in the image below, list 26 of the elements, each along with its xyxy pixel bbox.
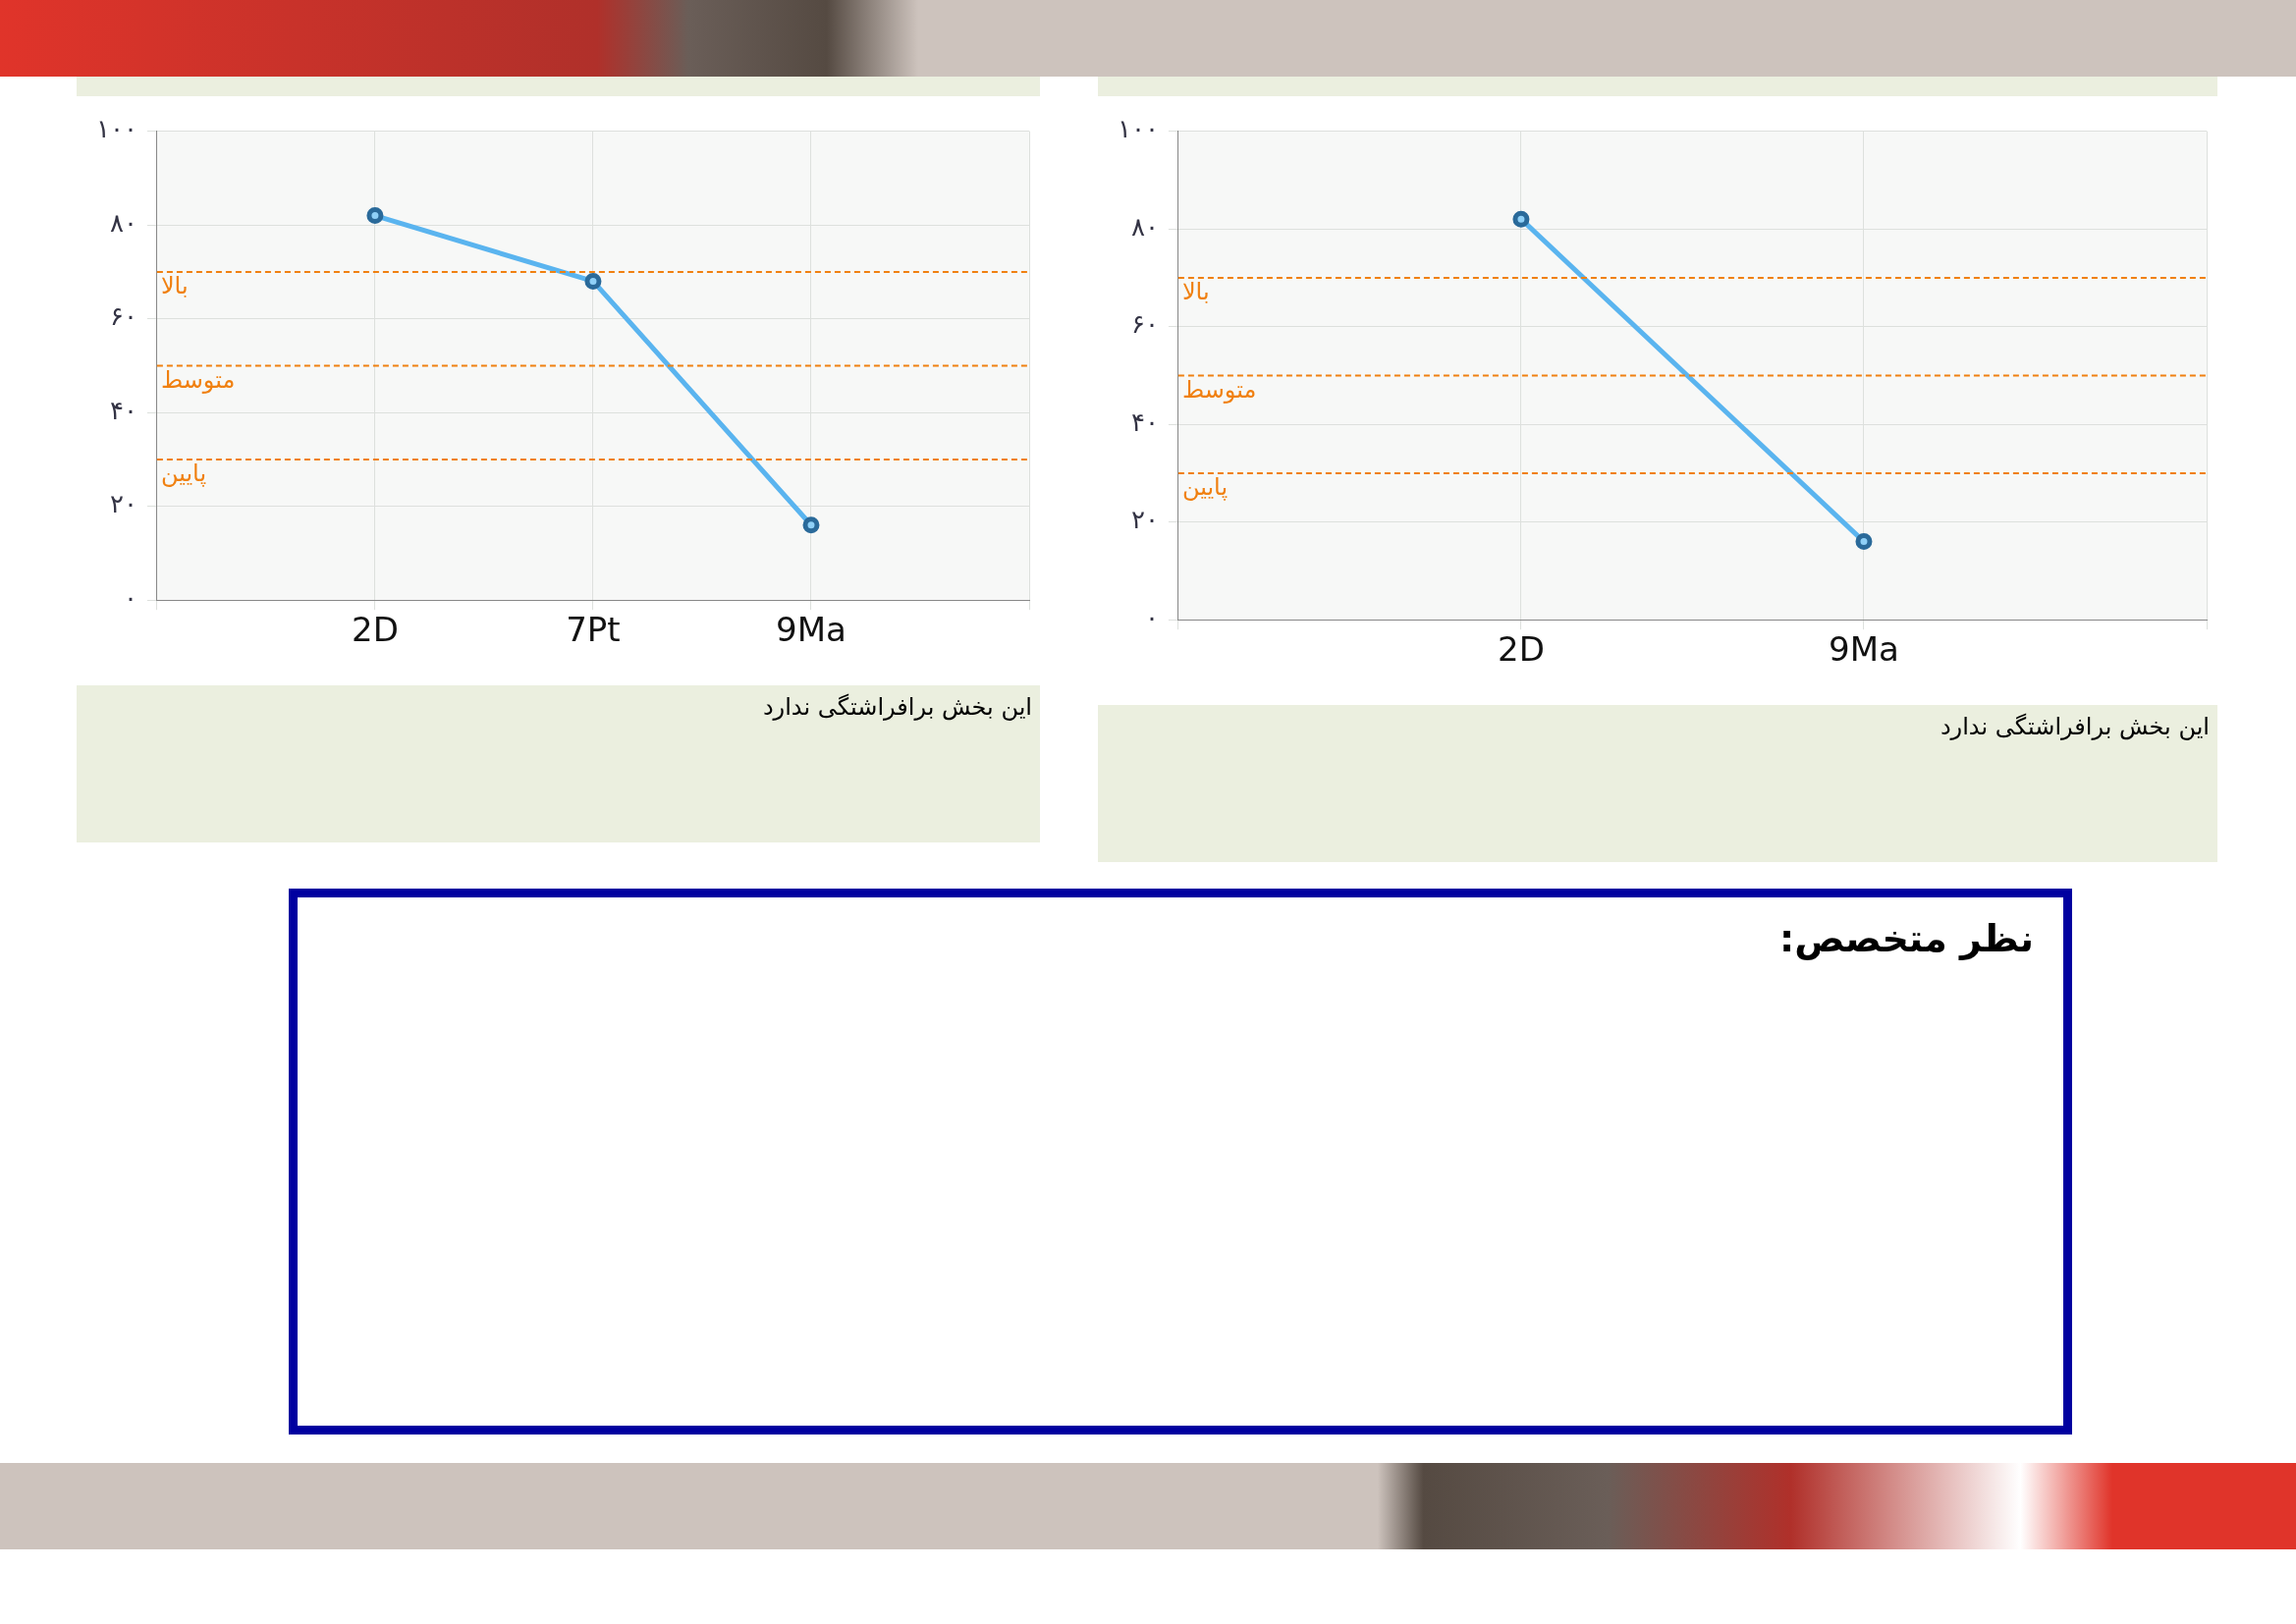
ref-line-label: متوسط [160, 365, 236, 394]
ref-line-label: بالا [160, 272, 189, 300]
y-tick-label: ۰ [123, 582, 137, 613]
x-tick-label: 2D [352, 610, 399, 650]
ref-line-label: پایین [160, 460, 207, 488]
text: این بخش برافراشتگی ندارد [77, 685, 1040, 842]
y-tick-label: ۶۰ [1130, 309, 1159, 340]
x-tick-label: 9Ma [776, 610, 847, 650]
y-tick-label: ۶۰ [109, 301, 137, 332]
y-tick-label: ۸۰ [109, 207, 137, 238]
ref-line-label: پایین [1181, 473, 1229, 502]
x-tick-label: 7Pt [566, 610, 621, 650]
text: نظر متخصص: [1777, 916, 2035, 962]
y-tick-label: ۴۰ [1130, 406, 1159, 437]
x-tick-label: 9Ma [1829, 629, 1899, 670]
ref-line-label: بالا [1181, 278, 1210, 306]
y-tick-label: ۲۰ [1130, 505, 1159, 535]
y-tick-label: ۱۰۰ [95, 114, 137, 144]
y-tick-label: ۰ [1144, 602, 1159, 632]
x-tick-label: 2D [1498, 629, 1545, 670]
ref-line-label: متوسط [1181, 375, 1257, 404]
text: این بخش برافراشتگی ندارد [1098, 705, 2217, 862]
y-tick-label: ۲۰ [109, 489, 137, 519]
y-tick-label: ۱۰۰ [1117, 114, 1159, 144]
y-tick-label: ۴۰ [109, 395, 137, 425]
y-tick-label: ۸۰ [1130, 211, 1159, 242]
